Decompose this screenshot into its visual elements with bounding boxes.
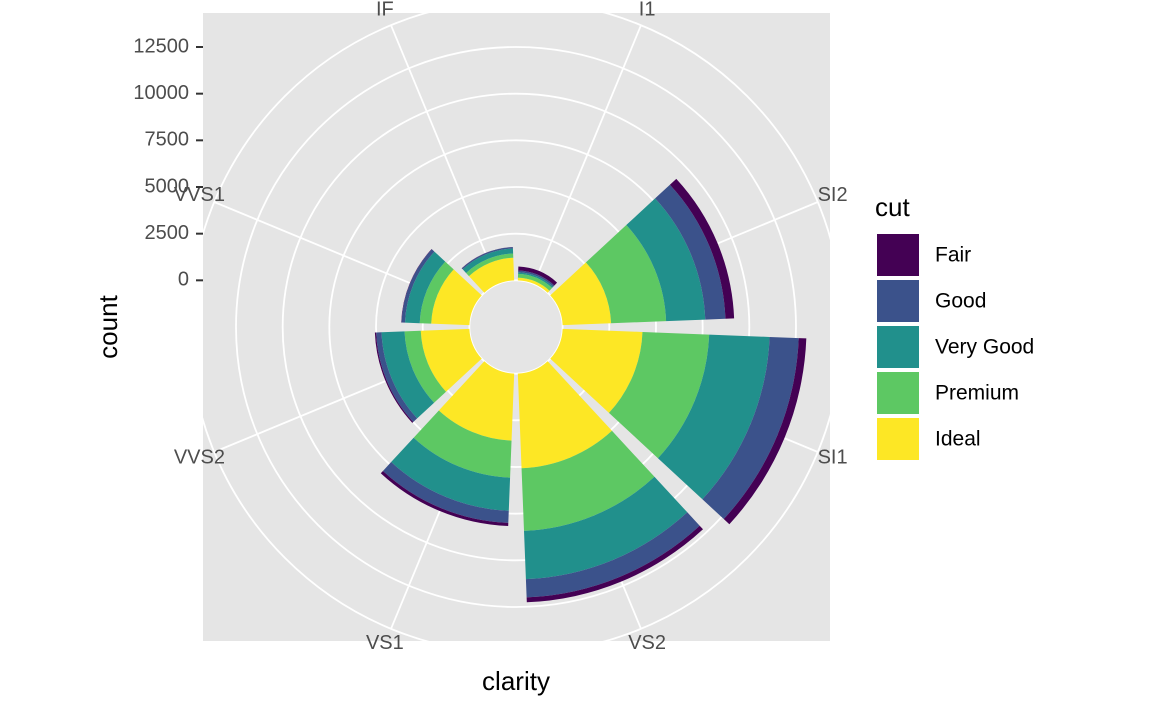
y-tick-label: 10000: [133, 82, 189, 104]
bar-si1-premium: [608, 331, 710, 459]
bar-vs2-ideal: [517, 361, 612, 469]
y-tick-label: 2500: [145, 222, 190, 244]
category-labels: I1 SI2 SI1 VS2 VS1 VVS2 VVS1 IF: [174, 0, 848, 654]
bar-si2-good: [655, 184, 726, 320]
bar-vvs1-good: [401, 249, 435, 323]
bar-i1-good: [518, 270, 555, 287]
legend-label-good: Good: [935, 290, 986, 313]
legend-key-good: [877, 280, 919, 322]
bar-vvs2-very-good: [381, 331, 435, 419]
bar-vvs1-very-good: [404, 251, 446, 324]
bar-vvs2-ideal: [420, 328, 482, 392]
bar-vs2-very-good: [524, 476, 688, 580]
grid-spoke: [390, 24, 499, 285]
bar-vs1-premium: [413, 410, 512, 478]
category-label-if: IF: [376, 0, 394, 21]
y-tick-label: 7500: [145, 129, 190, 151]
grid-spoke: [533, 24, 642, 285]
legend-key-fair: [877, 234, 919, 276]
bar-i1-premium: [517, 273, 553, 291]
bar-vvs1-premium: [419, 261, 454, 324]
grid-ring: [235, 46, 797, 608]
category-label-vvs2: VVS2: [174, 446, 225, 468]
bar-vvs2-good: [376, 332, 418, 422]
grid-ring: [468, 279, 564, 375]
legend-label-fair: Fair: [935, 244, 971, 267]
y-axis: 0 2500 5000 7500 10000 12500: [133, 35, 203, 291]
bar-i1-ideal: [517, 277, 550, 293]
legend-label-very-good: Very Good: [935, 336, 1034, 359]
bar-si2-fair: [669, 178, 735, 319]
bar-vs1-very-good: [391, 437, 511, 511]
y-axis-title: count: [93, 294, 123, 358]
legend-key-ideal: [877, 418, 919, 460]
bars: [374, 178, 807, 603]
category-label-si1: SI1: [818, 446, 848, 468]
bar-si1-fair: [723, 338, 807, 525]
bar-vs1-ideal: [438, 361, 515, 441]
legend-key-premium: [877, 372, 919, 414]
bar-si1-ideal: [550, 328, 643, 413]
bar-si2-very-good: [626, 198, 706, 322]
bar-if-premium: [466, 253, 514, 277]
bar-vs1-good: [382, 462, 509, 523]
category-label-si2: SI2: [818, 184, 848, 206]
bar-si2-ideal: [550, 262, 612, 326]
grid-ring: [375, 186, 657, 468]
category-label-vvs1: VVS1: [174, 184, 225, 206]
category-label-vs2: VS2: [628, 632, 666, 654]
bar-if-very-good: [462, 248, 514, 273]
bar-vvs1-ideal: [431, 269, 482, 326]
bar-i1-fair: [518, 266, 558, 286]
bar-vs2-good: [525, 512, 700, 598]
legend-key-very-good: [877, 326, 919, 368]
category-label-vs1: VS1: [366, 632, 404, 654]
bar-vs2-premium: [521, 430, 655, 531]
bar-si1-very-good: [657, 334, 770, 500]
legend: cut Fair Good Very Good Premium Ideal: [875, 192, 1034, 460]
grid-ring: [188, 0, 844, 655]
category-label-i1: I1: [639, 0, 656, 21]
bar-if-ideal: [468, 257, 515, 293]
bar-si2-premium: [585, 225, 667, 324]
bar-vvs2-premium: [404, 330, 447, 403]
legend-label-ideal: Ideal: [935, 428, 981, 451]
grid-ring: [421, 232, 611, 422]
panel-background: [203, 13, 830, 641]
x-axis-title: clarity: [482, 666, 550, 696]
bar-si1-good: [702, 336, 799, 520]
legend-title: cut: [875, 192, 910, 222]
legend-label-premium: Premium: [935, 382, 1019, 405]
grid-ring: [328, 139, 704, 515]
bar-i1-very-good: [518, 272, 554, 288]
y-tick-label: 12500: [133, 35, 189, 57]
y-tick-label: 0: [178, 269, 189, 291]
grid-ring: [281, 92, 751, 562]
y-tick-label: 5000: [145, 175, 190, 197]
